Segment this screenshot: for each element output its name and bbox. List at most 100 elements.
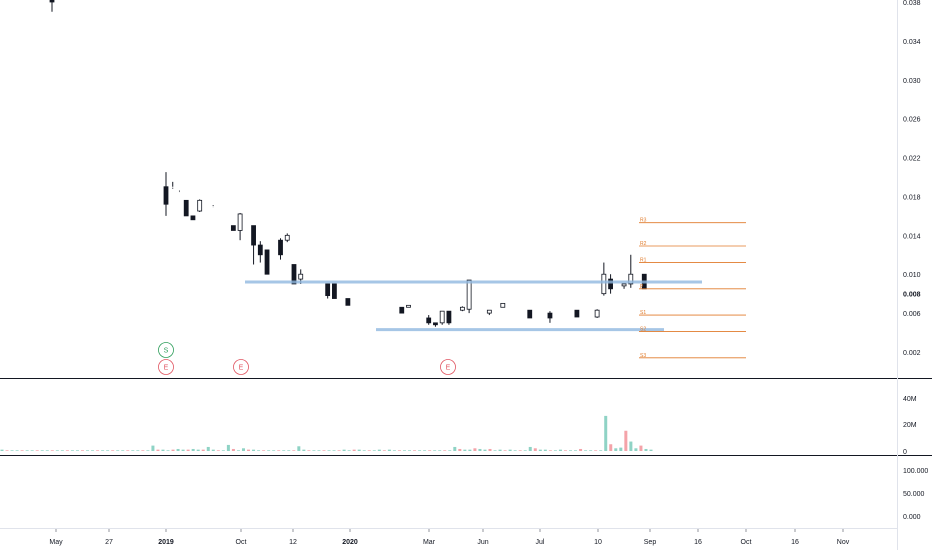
volume-bar[interactable] bbox=[367, 450, 371, 451]
candle[interactable] bbox=[251, 225, 256, 265]
volume-bar[interactable] bbox=[221, 450, 225, 451]
volume-bar[interactable] bbox=[558, 449, 562, 451]
volume-bar[interactable] bbox=[413, 450, 417, 451]
event-marker[interactable]: E bbox=[158, 359, 174, 375]
candle[interactable] bbox=[534, 313, 539, 315]
candle[interactable] bbox=[271, 225, 276, 227]
volume-bar[interactable] bbox=[40, 450, 44, 451]
volume-bar[interactable] bbox=[60, 450, 64, 451]
candle[interactable] bbox=[621, 283, 627, 289]
volume-bar[interactable] bbox=[443, 450, 447, 451]
volume-bar[interactable] bbox=[634, 448, 638, 451]
volume-bar[interactable] bbox=[408, 450, 412, 451]
candle[interactable] bbox=[561, 313, 566, 315]
volume-bar[interactable] bbox=[136, 450, 140, 451]
volume-bar[interactable] bbox=[277, 450, 281, 451]
volume-bar[interactable] bbox=[478, 448, 482, 451]
volume-bar[interactable] bbox=[252, 449, 256, 451]
candle[interactable] bbox=[339, 298, 344, 300]
candle[interactable] bbox=[197, 199, 203, 212]
volume-bar[interactable] bbox=[523, 450, 527, 451]
candle[interactable] bbox=[177, 190, 182, 193]
volume-bar[interactable] bbox=[121, 450, 125, 451]
candle[interactable] bbox=[581, 317, 586, 318]
volume-bar[interactable] bbox=[292, 450, 296, 451]
volume-bar[interactable] bbox=[498, 449, 502, 451]
candle[interactable] bbox=[433, 322, 438, 327]
volume-bar[interactable] bbox=[574, 450, 578, 451]
volume-bar[interactable] bbox=[362, 450, 366, 451]
volume-bar[interactable] bbox=[166, 450, 170, 451]
volume-bar[interactable] bbox=[25, 450, 29, 451]
volume-bar[interactable] bbox=[272, 450, 276, 451]
volume-bar[interactable] bbox=[171, 449, 175, 451]
candle[interactable] bbox=[521, 310, 526, 312]
volume-bar[interactable] bbox=[458, 448, 462, 451]
volume-bar[interactable] bbox=[5, 450, 9, 451]
volume-bar[interactable] bbox=[50, 450, 54, 451]
volume-bar[interactable] bbox=[55, 450, 59, 451]
indicator-axis[interactable]: 100.000 50.000 0.000 bbox=[903, 468, 928, 521]
candle[interactable] bbox=[49, 0, 55, 12]
candle[interactable] bbox=[366, 297, 371, 299]
event-marker[interactable]: E bbox=[440, 359, 456, 375]
volume-bar[interactable] bbox=[473, 448, 477, 451]
candle[interactable] bbox=[393, 303, 398, 305]
volume-bar[interactable] bbox=[91, 450, 95, 451]
candle[interactable] bbox=[500, 302, 506, 308]
volume-bar[interactable] bbox=[322, 450, 326, 451]
event-marker[interactable]: E bbox=[233, 359, 249, 375]
candle[interactable] bbox=[649, 290, 653, 292]
candle[interactable] bbox=[507, 313, 512, 315]
volume-bar[interactable] bbox=[649, 449, 653, 451]
volume-bar[interactable] bbox=[609, 444, 613, 451]
candle[interactable] bbox=[514, 310, 519, 312]
candle[interactable] bbox=[305, 279, 310, 281]
volume-bar[interactable] bbox=[438, 450, 442, 451]
candle[interactable] bbox=[379, 307, 384, 309]
candle[interactable] bbox=[217, 211, 222, 213]
volume-bar[interactable] bbox=[619, 447, 623, 451]
candle[interactable] bbox=[473, 307, 478, 309]
volume-bar[interactable] bbox=[332, 450, 336, 451]
volume-bar[interactable] bbox=[397, 450, 401, 451]
volume-bar[interactable] bbox=[35, 450, 39, 451]
candle[interactable] bbox=[601, 262, 607, 296]
volume-bar[interactable] bbox=[382, 450, 386, 451]
volume-bar[interactable] bbox=[75, 450, 79, 451]
volume-bar[interactable] bbox=[312, 450, 316, 451]
volume-pane[interactable] bbox=[0, 415, 653, 451]
time-axis[interactable]: May 27 2019 Oct 12 2020 Mar Jun Jul 10 Sep 16 Oct 16 N… bbox=[49, 529, 850, 546]
volume-bar[interactable] bbox=[131, 450, 135, 451]
volume-bar[interactable] bbox=[176, 448, 180, 451]
volume-bar[interactable] bbox=[342, 449, 346, 451]
volume-bar[interactable] bbox=[372, 450, 376, 451]
volume-bar[interactable] bbox=[518, 450, 522, 451]
volume-bar[interactable] bbox=[0, 449, 4, 451]
volume-bar[interactable] bbox=[317, 450, 321, 451]
candle[interactable] bbox=[332, 283, 337, 299]
volume-bar[interactable] bbox=[548, 450, 552, 451]
volume-bar[interactable] bbox=[508, 449, 512, 451]
volume-bar[interactable] bbox=[528, 446, 532, 451]
volume-bar[interactable] bbox=[15, 450, 19, 451]
volume-bar[interactable] bbox=[533, 448, 537, 451]
volume-bar[interactable] bbox=[569, 450, 573, 451]
volume-bar[interactable] bbox=[247, 449, 251, 451]
candle[interactable] bbox=[170, 181, 175, 189]
volume-bar[interactable] bbox=[186, 449, 190, 451]
volume-bar[interactable] bbox=[604, 415, 608, 451]
volume-bar[interactable] bbox=[241, 448, 245, 451]
volume-bar[interactable] bbox=[463, 449, 467, 451]
volume-bar[interactable] bbox=[65, 450, 69, 451]
volume-bar[interactable] bbox=[236, 450, 240, 451]
candle[interactable] bbox=[494, 313, 499, 315]
candle[interactable] bbox=[426, 315, 432, 325]
volume-bar[interactable] bbox=[101, 450, 105, 451]
volume-bar[interactable] bbox=[423, 450, 427, 451]
volume-bar[interactable] bbox=[302, 449, 306, 451]
candle[interactable] bbox=[568, 310, 573, 312]
volume-bar[interactable] bbox=[433, 450, 437, 451]
volume-bar[interactable] bbox=[45, 450, 49, 451]
